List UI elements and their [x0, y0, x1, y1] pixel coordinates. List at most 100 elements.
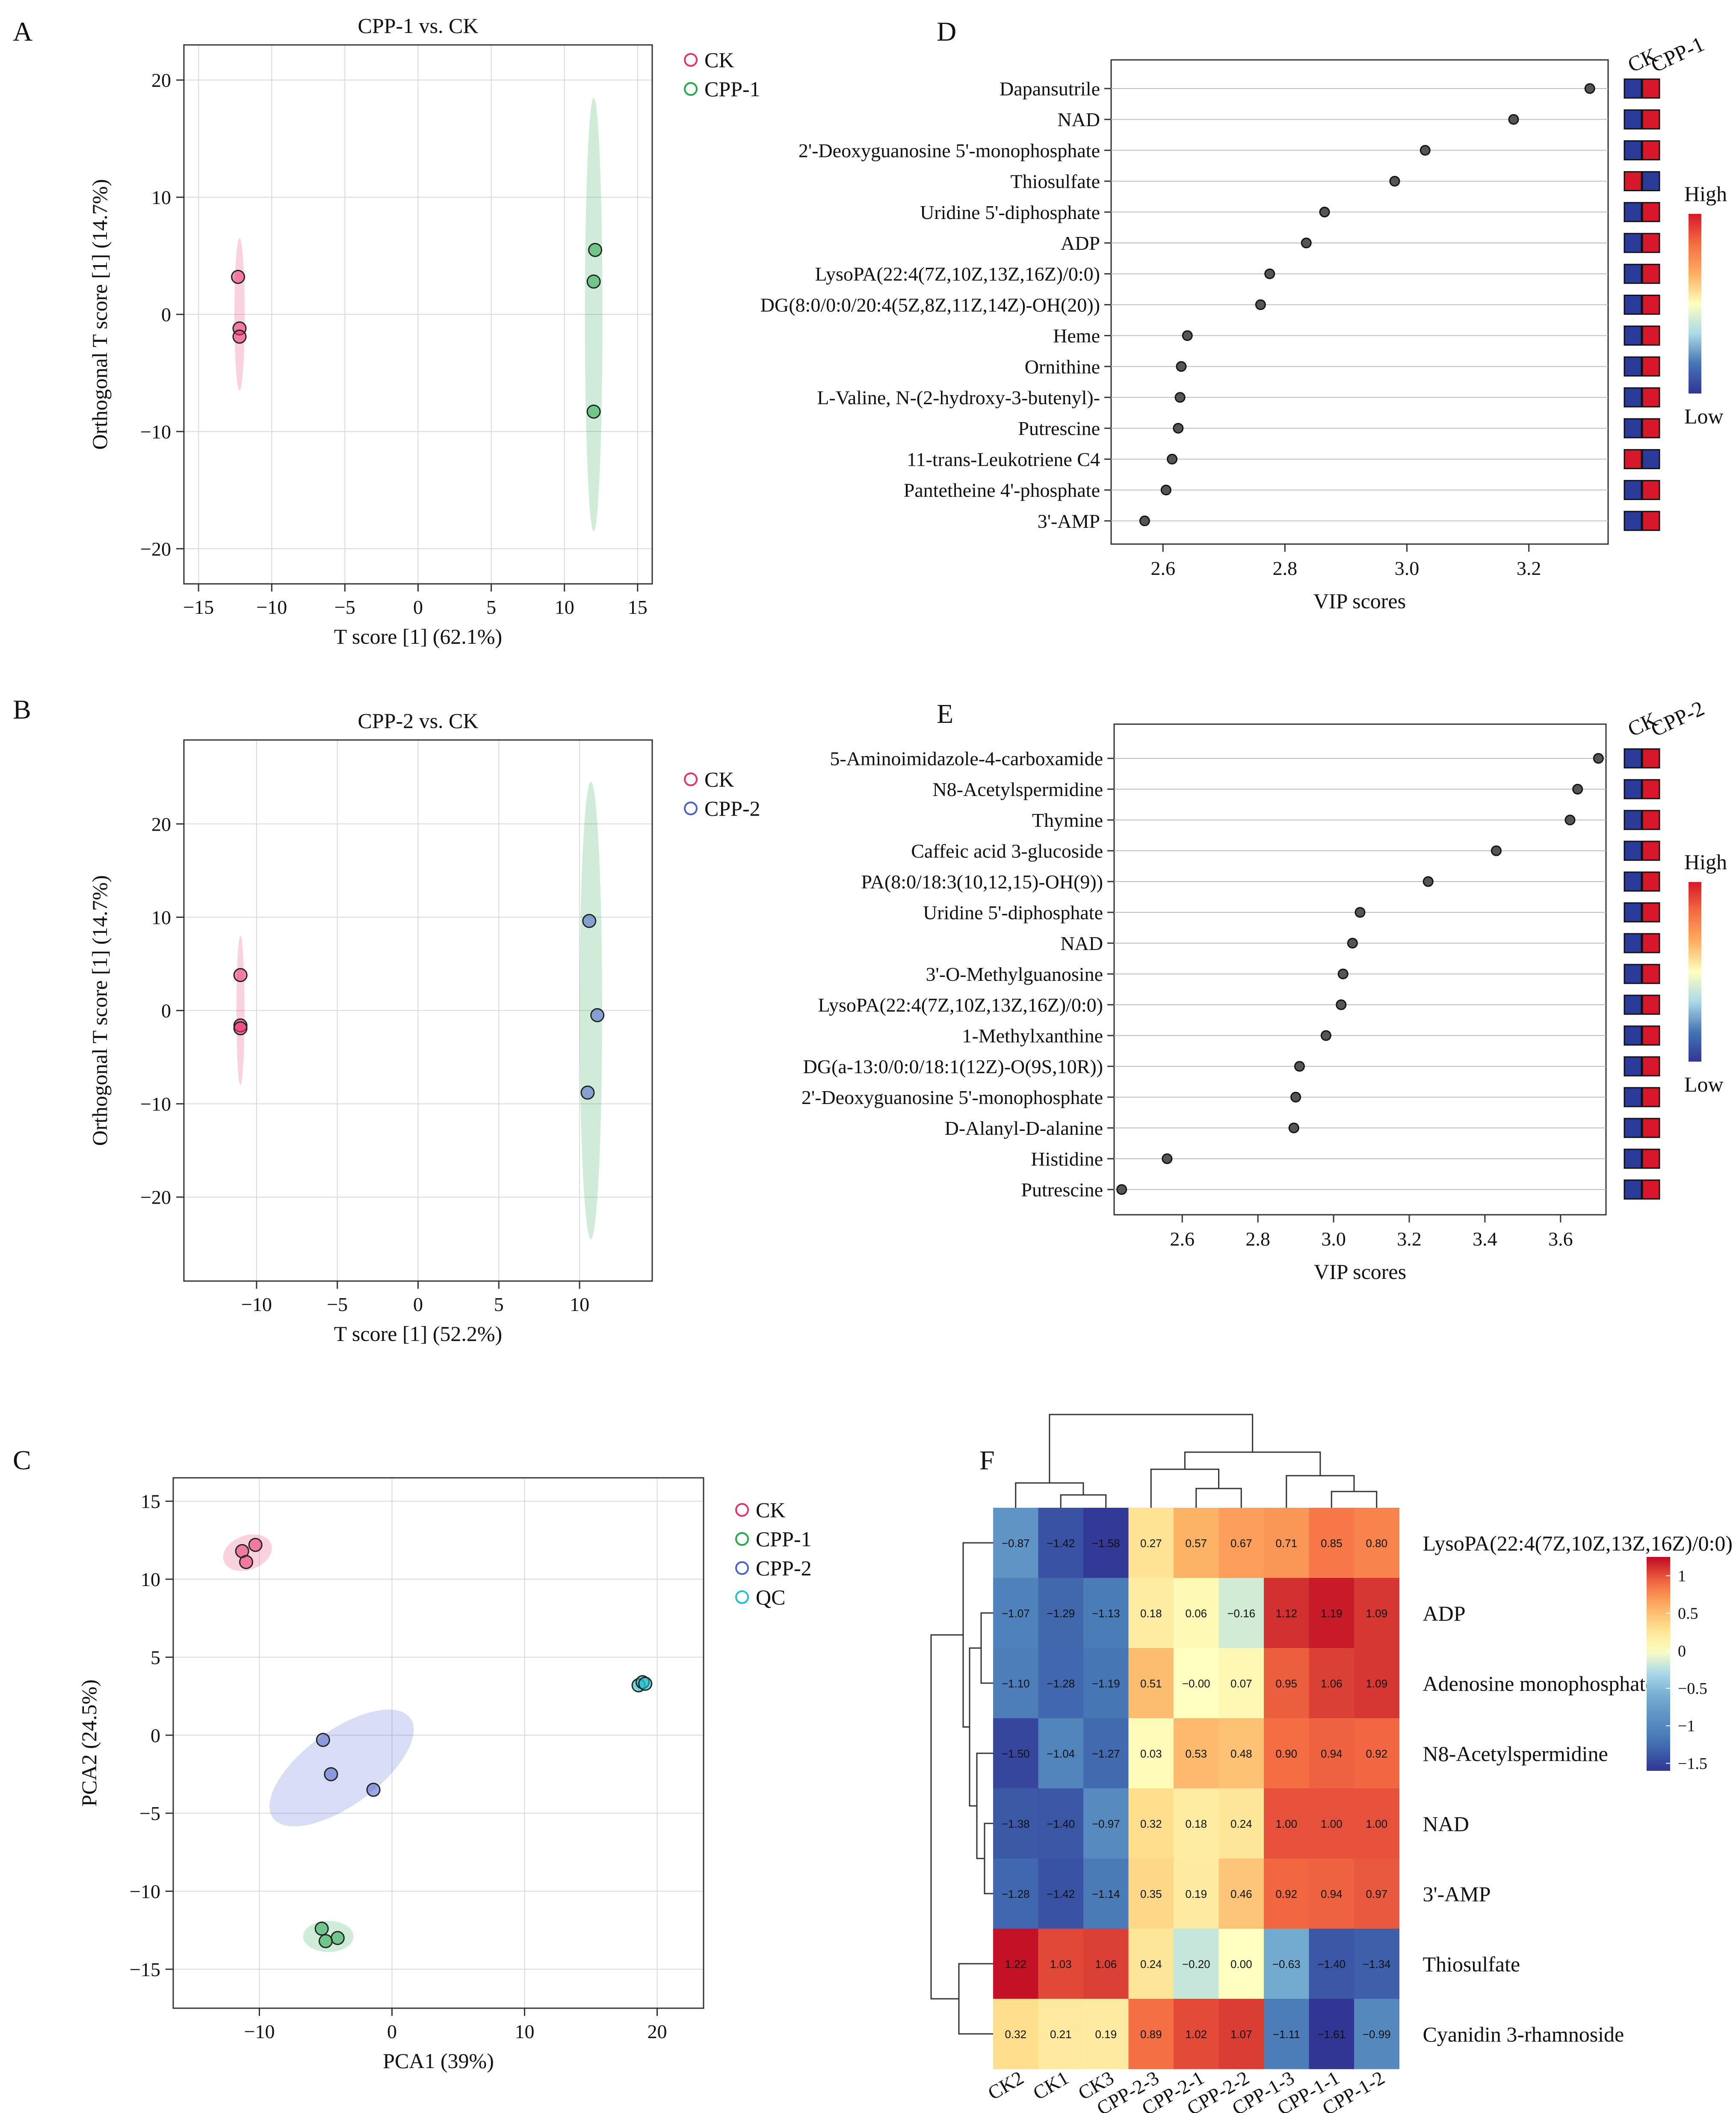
vip-point — [1336, 999, 1347, 1010]
heatmap-value: 0.32 — [1140, 1817, 1162, 1830]
vip-point — [1167, 453, 1178, 465]
vip-point — [1572, 784, 1583, 795]
y-tick-label: 10 — [151, 906, 171, 928]
group-box-cpp — [1641, 171, 1660, 192]
group-box-cpp — [1641, 449, 1660, 469]
heatmap-cell — [1264, 1999, 1309, 2069]
group-box-cpp — [1641, 480, 1660, 500]
heatmap-value: 0.92 — [1366, 1747, 1387, 1760]
dendrogram-branch — [1049, 1414, 1254, 1483]
x-tick-label: −5 — [327, 1293, 348, 1315]
group-box-cpp — [1641, 418, 1660, 438]
group-box-cpp — [1641, 1179, 1660, 1200]
group-box-cpp — [1641, 994, 1660, 1015]
vip-point — [1288, 1122, 1299, 1133]
group-box-cpp — [1641, 326, 1660, 346]
heatmap-cell — [1218, 1929, 1264, 1999]
colorbar-tick-label: 1 — [1678, 1567, 1686, 1585]
heatmap-cell — [1174, 1578, 1219, 1648]
heatmap-cell — [1264, 1929, 1309, 1999]
heatmap-value: 0.85 — [1321, 1537, 1343, 1550]
panel-f-heatmap: −0.87 −1.42 −1.58 0.27 0.57 0.67 0.71 0.85 0.80 L… — [930, 1414, 1733, 2113]
metabolite-label: 3'-AMP — [1038, 510, 1100, 532]
group-box-cpp — [1641, 263, 1660, 284]
heatmap-row-label: NAD — [1423, 1812, 1469, 1836]
heatmap-cell — [1083, 1999, 1129, 2069]
y-tick-label: 20 — [151, 69, 171, 91]
heatmap-cell — [993, 1578, 1038, 1648]
x-axis-label: VIP scores — [1314, 1260, 1406, 1284]
data-point-cpp-2 — [580, 1085, 595, 1100]
heatmap-value: 1.19 — [1321, 1607, 1343, 1620]
metabolite-label: 3'-O-Methylguanosine — [926, 963, 1103, 985]
x-axis-label: PCA1 (39%) — [383, 2049, 494, 2073]
heatmap-cell — [1354, 1648, 1399, 1719]
heatmap-value: 1.02 — [1185, 2028, 1207, 2041]
vip-point — [1347, 938, 1358, 949]
heatmap-cell — [1128, 1718, 1174, 1789]
heatmap-row-label: N8-Acetylspermidine — [1423, 1742, 1608, 1766]
group-box-ck — [1624, 263, 1642, 284]
heatmap-value: 0.07 — [1230, 1677, 1252, 1690]
vip-point — [1319, 207, 1330, 218]
heatmap-value: 0.27 — [1140, 1537, 1162, 1550]
vip-point — [1389, 176, 1400, 187]
colorbar-tick-label: 0.5 — [1678, 1605, 1698, 1623]
heatmap-value: 0.94 — [1321, 1747, 1343, 1760]
metabolite-label: Ornithine — [1025, 356, 1100, 378]
vip-point — [1182, 330, 1193, 341]
vip-point — [1160, 485, 1171, 496]
scale-label-low: Low — [1684, 1072, 1724, 1096]
heatmap-cell — [1354, 1788, 1399, 1859]
heatmap-value: −1.28 — [1002, 1888, 1030, 1900]
metabolite-label: NAD — [1060, 932, 1103, 954]
heatmap-cell — [1128, 1999, 1174, 2069]
heatmap-value: −1.27 — [1092, 1747, 1120, 1760]
vip-point — [1174, 392, 1186, 403]
legend-marker-ck — [684, 53, 698, 67]
heatmap-value: 1.00 — [1321, 1817, 1343, 1830]
dendrogram-branch — [930, 1634, 963, 2000]
heatmap-value: 0.32 — [1005, 2028, 1026, 2041]
group-box-cpp — [1641, 1025, 1660, 1046]
group-box-ck — [1624, 994, 1642, 1015]
heatmap-row-label: ADP — [1423, 1601, 1466, 1625]
vip-point — [1290, 1092, 1301, 1103]
legend-label: CPP-1 — [704, 77, 760, 101]
legend-label: CPP-2 — [704, 796, 760, 820]
vip-point — [1337, 968, 1349, 980]
colorbar-tick-label: −0.5 — [1678, 1680, 1707, 1698]
x-tick-label: 3.2 — [1397, 1228, 1422, 1250]
group-box-cpp — [1641, 1056, 1660, 1077]
heatmap-cell — [1354, 1718, 1399, 1789]
heatmap-value: −0.97 — [1092, 1817, 1120, 1830]
legend-marker-ck — [684, 772, 698, 786]
y-axis-label: Orthogonal T score [1] (14.7%) — [88, 179, 112, 450]
group-box-ck — [1624, 964, 1642, 984]
heatmap-value: 0.19 — [1185, 1888, 1207, 1900]
heatmap-cell — [1354, 1999, 1399, 2069]
metabolite-label: NAD — [1057, 109, 1100, 130]
metabolite-label: Caffeic acid 3-glucoside — [911, 840, 1103, 862]
plot-frame — [1110, 59, 1609, 545]
heatmap-cell — [1083, 1929, 1129, 1999]
group-box-cpp — [1641, 964, 1660, 984]
heatmap-value: −1.61 — [1317, 2028, 1346, 2041]
group-box-cpp — [1641, 109, 1660, 130]
heatmap-cell — [1128, 1648, 1174, 1719]
metabolite-label: Dapansutrile — [1000, 78, 1100, 100]
heatmap-value: 0.18 — [1185, 1817, 1207, 1830]
heatmap-cell — [993, 1929, 1038, 1999]
heatmap-cell — [1083, 1788, 1129, 1859]
vip-point — [1255, 299, 1266, 310]
y-tick-label: −15 — [130, 1959, 160, 1980]
group-box-cpp — [1641, 387, 1660, 408]
heatmap-value: 0.67 — [1230, 1537, 1252, 1550]
plot-frame — [1113, 723, 1607, 1216]
panel-letter-e: E — [937, 698, 953, 729]
data-point-cpp-2 — [582, 914, 597, 928]
data-point-cpp-2 — [366, 1782, 381, 1797]
x-tick-label: 3.2 — [1517, 557, 1541, 579]
heatmap-cell — [1309, 1999, 1354, 2069]
heatmap-column-label: CK1 — [1029, 2066, 1072, 2104]
